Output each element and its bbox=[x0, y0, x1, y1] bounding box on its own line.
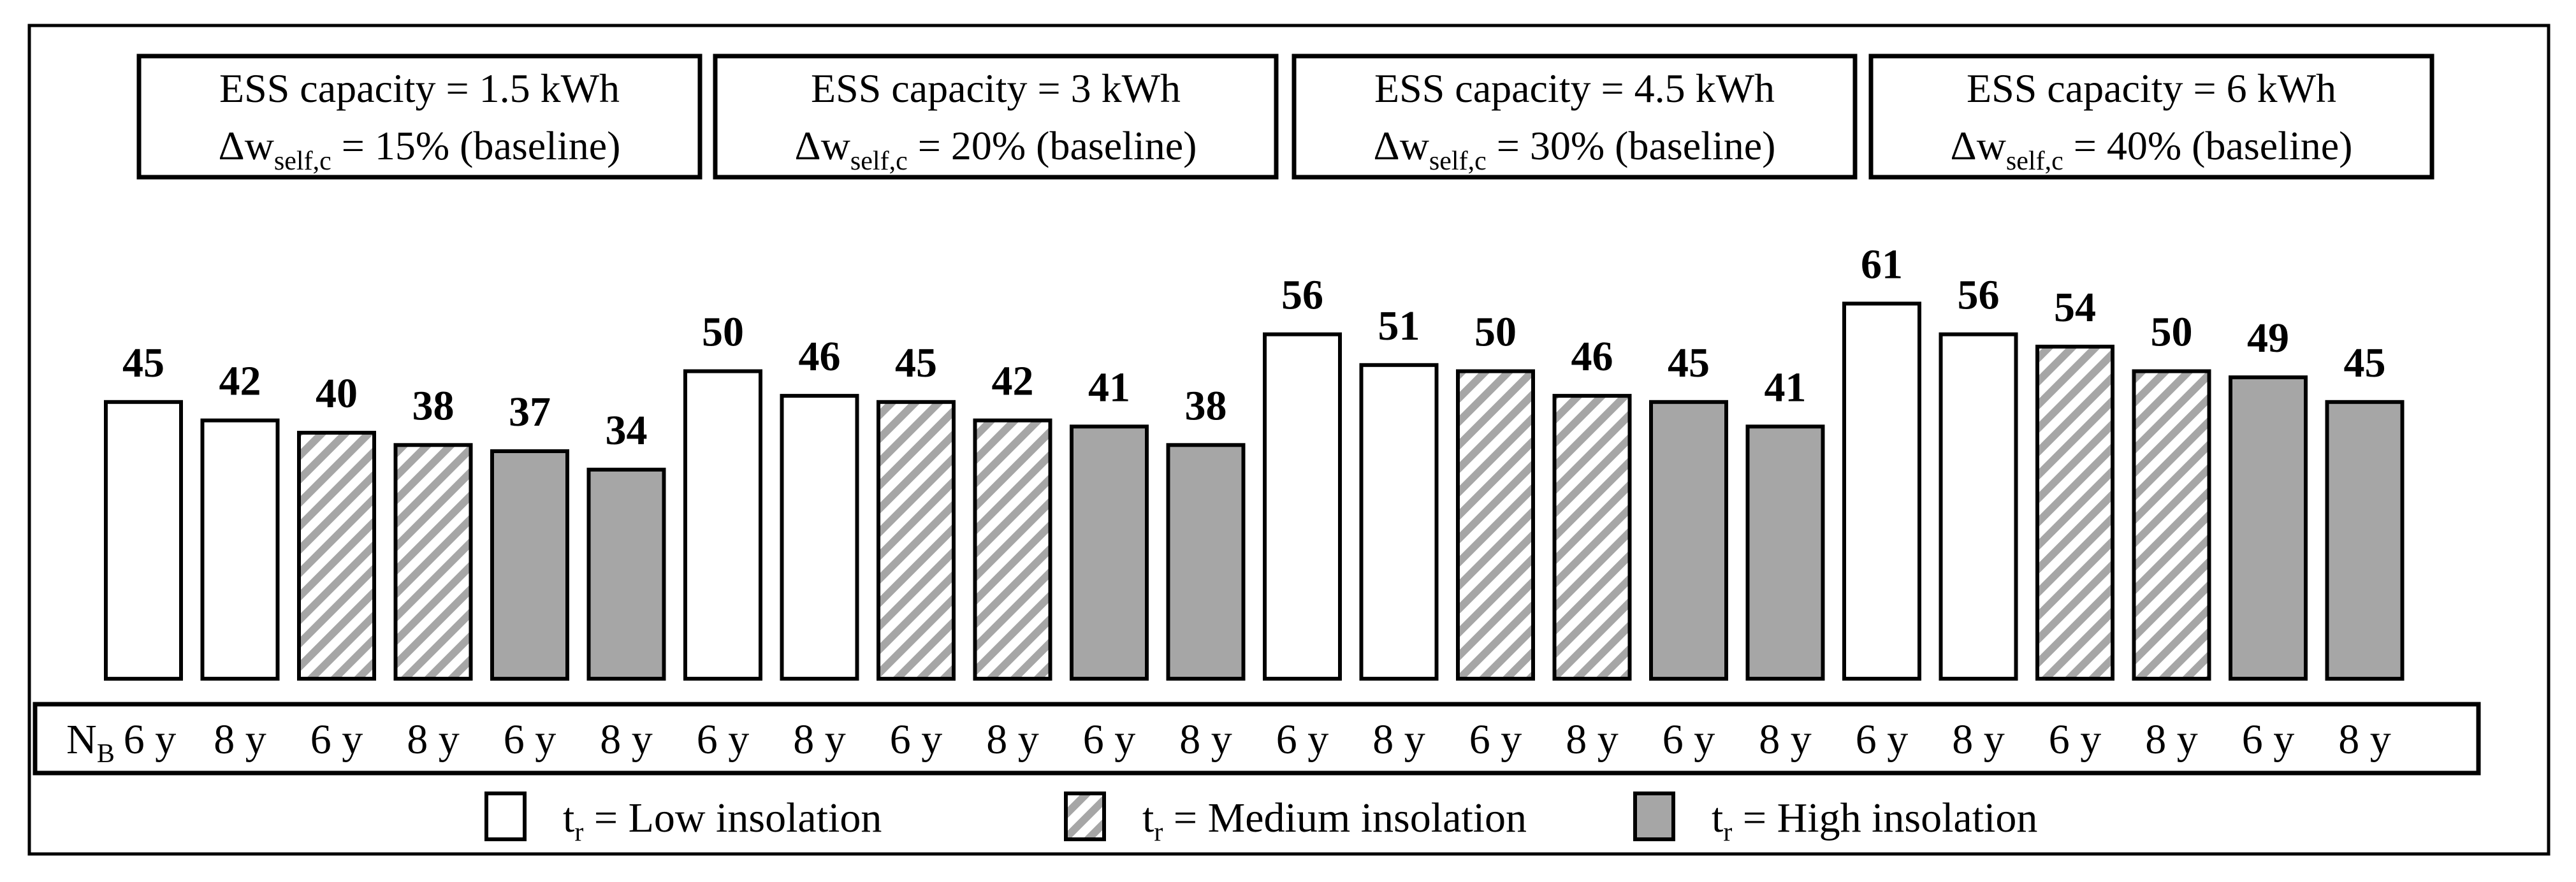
category-label-1: 6 y bbox=[124, 716, 177, 763]
category-label-14: 8 y bbox=[1372, 716, 1425, 763]
legend-swatch-med bbox=[1064, 792, 1106, 841]
category-label-4: 8 y bbox=[407, 716, 460, 763]
group-subtitle-3: Δwself,c = 30% (baseline) bbox=[1374, 123, 1776, 176]
value-label-6: 34 bbox=[606, 407, 648, 454]
bar-19 bbox=[1842, 301, 1921, 681]
category-label-19: 6 y bbox=[1856, 716, 1909, 763]
bar-5 bbox=[490, 449, 569, 681]
category-label-24: 8 y bbox=[2338, 716, 2391, 763]
bar-2 bbox=[200, 418, 280, 681]
bar-24 bbox=[2325, 400, 2405, 681]
value-label-21: 54 bbox=[2054, 284, 2096, 331]
group-subtitle-4: Δwself,c = 40% (baseline) bbox=[1951, 123, 2353, 176]
category-label-20: 8 y bbox=[1952, 716, 2005, 763]
bar-10 bbox=[973, 418, 1052, 681]
bar-16 bbox=[1552, 394, 1632, 681]
group-subtitle-1: Δwself,c = 15% (baseline) bbox=[219, 123, 621, 176]
category-label-8: 8 y bbox=[793, 716, 846, 763]
value-label-24: 45 bbox=[2344, 340, 2386, 386]
legend: tr = Low insolation tr = Medium insolatio… bbox=[484, 792, 2037, 847]
category-label-17: 6 y bbox=[1663, 716, 1715, 763]
legend-label-med: tr = Medium insolation bbox=[1142, 795, 1527, 847]
bar-22 bbox=[2132, 369, 2211, 681]
category-label-5: 6 y bbox=[504, 716, 557, 763]
legend-swatch-low bbox=[484, 792, 527, 841]
bar-21 bbox=[2035, 344, 2114, 681]
category-label-18: 8 y bbox=[1759, 716, 1812, 763]
group-box-1 bbox=[136, 54, 702, 180]
category-label-22: 8 y bbox=[2145, 716, 2198, 763]
bar-13 bbox=[1263, 332, 1342, 681]
bar-14 bbox=[1359, 363, 1439, 681]
bar-3 bbox=[297, 431, 376, 681]
legend-label-high: tr = High insolation bbox=[1712, 795, 2037, 847]
value-label-15: 50 bbox=[1474, 309, 1517, 356]
group-title-3: ESS capacity = 4.5 kWh bbox=[1374, 66, 1775, 111]
chart-frame bbox=[27, 24, 2551, 856]
value-label-12: 38 bbox=[1185, 382, 1227, 429]
bar-8 bbox=[780, 394, 859, 681]
bar-9 bbox=[877, 400, 956, 681]
value-label-7: 50 bbox=[702, 309, 744, 356]
category-label-23: 6 y bbox=[2242, 716, 2295, 763]
group-headers: ESS capacity = 1.5 kWh Δwself,c = 15% (ba… bbox=[136, 54, 2434, 180]
value-label-9: 45 bbox=[895, 340, 937, 386]
group-title-4: ESS capacity = 6 kWh bbox=[1967, 66, 2336, 111]
group-box-2 bbox=[713, 54, 1279, 180]
value-label-3: 40 bbox=[316, 370, 358, 417]
category-row-box bbox=[33, 702, 2481, 776]
value-label-23: 49 bbox=[2247, 315, 2289, 361]
row-label: NB bbox=[66, 716, 115, 769]
bar-7 bbox=[683, 369, 762, 681]
value-label-18: 41 bbox=[1765, 364, 1807, 410]
category-label-10: 8 y bbox=[986, 716, 1039, 763]
bar-20 bbox=[1939, 332, 2018, 681]
group-box-3 bbox=[1292, 54, 1858, 180]
value-label-17: 45 bbox=[1668, 340, 1710, 386]
category-label-3: 6 y bbox=[310, 716, 363, 763]
value-label-13: 56 bbox=[1281, 272, 1323, 319]
bar-23 bbox=[2229, 375, 2308, 681]
group-title-2: ESS capacity = 3 kWh bbox=[811, 66, 1181, 111]
category-label-21: 6 y bbox=[2049, 716, 2102, 763]
value-label-20: 56 bbox=[1958, 272, 2000, 319]
legend-swatch-high bbox=[1633, 792, 1675, 841]
bars bbox=[104, 301, 2405, 681]
value-label-19: 61 bbox=[1861, 241, 1903, 287]
category-label-11: 6 y bbox=[1083, 716, 1136, 763]
group-subtitle-2: Δwself,c = 20% (baseline) bbox=[795, 123, 1197, 176]
bar-11 bbox=[1070, 424, 1149, 681]
bar-15 bbox=[1456, 369, 1535, 681]
value-labels: 45 42 40 38 37 34 50 46 45 42 41 38 56 51 50 46 45 41 61 56… bbox=[122, 241, 2386, 454]
category-label-12: 8 y bbox=[1179, 716, 1232, 763]
legend-label-low: tr = Low insolation bbox=[563, 795, 882, 847]
value-label-5: 37 bbox=[509, 389, 551, 435]
category-label-2: 8 y bbox=[214, 716, 266, 763]
value-label-16: 46 bbox=[1571, 333, 1613, 380]
bar-4 bbox=[393, 443, 473, 681]
value-label-14: 51 bbox=[1378, 303, 1420, 349]
category-label-15: 6 y bbox=[1469, 716, 1522, 763]
value-label-10: 42 bbox=[992, 358, 1034, 405]
bar-18 bbox=[1745, 424, 1825, 681]
category-label-9: 6 y bbox=[890, 716, 943, 763]
value-label-1: 45 bbox=[122, 340, 164, 386]
group-title-1: ESS capacity = 1.5 kWh bbox=[219, 66, 620, 111]
bar-17 bbox=[1649, 400, 1728, 681]
group-box-4 bbox=[1868, 54, 2434, 180]
category-label-7: 6 y bbox=[697, 716, 750, 763]
category-label-6: 8 y bbox=[600, 716, 653, 763]
value-label-4: 38 bbox=[412, 382, 455, 429]
value-label-22: 50 bbox=[2151, 309, 2193, 356]
bar-1 bbox=[104, 400, 183, 681]
category-label-13: 6 y bbox=[1276, 716, 1329, 763]
bar-6 bbox=[586, 467, 666, 681]
bar-12 bbox=[1166, 443, 1246, 681]
value-label-8: 46 bbox=[799, 333, 841, 380]
category-label-16: 8 y bbox=[1566, 716, 1619, 763]
value-label-2: 42 bbox=[219, 358, 261, 405]
value-label-11: 41 bbox=[1088, 364, 1130, 410]
